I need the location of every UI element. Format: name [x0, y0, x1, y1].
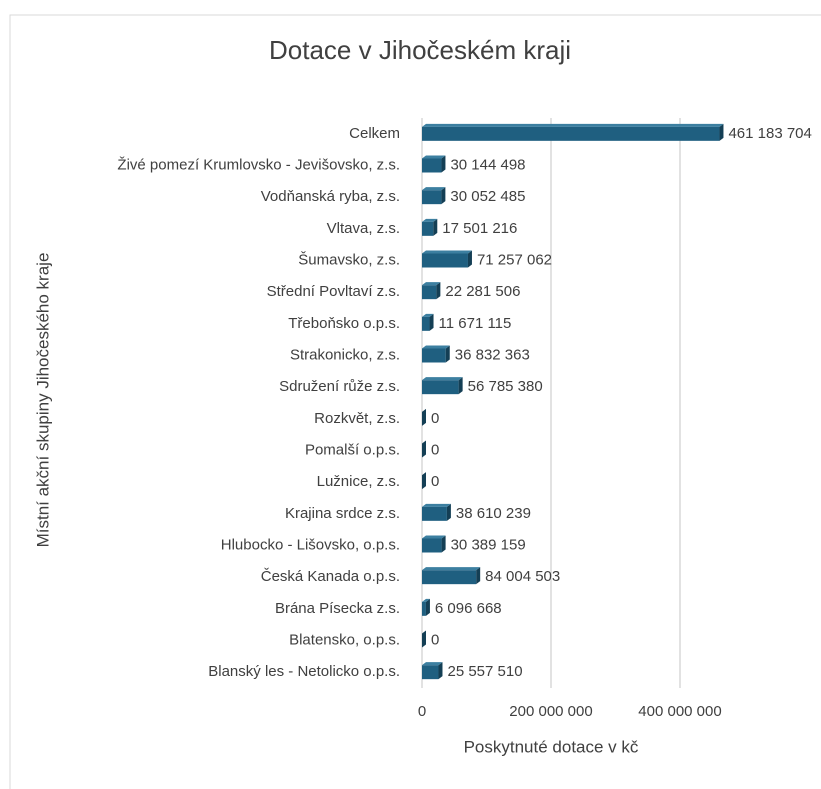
bar-side [441, 155, 446, 173]
y-tick-label: Lužnice, z.s. [317, 473, 400, 490]
y-tick-label: Vltava, z.s. [327, 220, 400, 237]
bar [422, 126, 720, 141]
bar-side [422, 472, 426, 490]
bar-top [422, 250, 472, 254]
y-axis-title: Místní akční skupiny Jihočeského kraje [33, 253, 52, 548]
bar-side [422, 440, 426, 458]
bar-side [441, 187, 446, 205]
y-tick-label: Pomalší o.p.s. [305, 441, 400, 458]
bar [422, 380, 459, 395]
bar-top [422, 282, 441, 286]
bar [422, 601, 426, 616]
y-tick-label: Brána Písecka z.s. [275, 600, 400, 617]
bar-top [422, 218, 438, 222]
y-tick-label: Hlubocko - Lišovsko, o.p.s. [221, 536, 400, 553]
bar-top [422, 598, 430, 602]
bar-top [422, 535, 446, 539]
bar-top [422, 155, 446, 159]
y-tick-label: Živé pomezí Krumlovsko - Jevišovsko, z.s… [117, 156, 400, 173]
data-label: 461 183 704 [728, 125, 811, 142]
bar [422, 221, 434, 236]
bar [422, 570, 477, 585]
data-label: 0 [431, 441, 439, 458]
data-label: 11 671 115 [439, 315, 512, 332]
x-tick-label: 200 000 000 [509, 703, 592, 720]
bar [422, 665, 439, 680]
bar-top [422, 187, 446, 191]
bar [422, 506, 447, 521]
data-label: 17 501 216 [442, 220, 517, 237]
data-label: 30 144 498 [450, 156, 525, 173]
data-label: 84 004 503 [485, 568, 560, 585]
bar [422, 538, 442, 553]
data-label: 0 [431, 410, 439, 427]
y-tick-label: Střední Povltaví z.s. [267, 283, 400, 300]
data-label: 0 [431, 473, 439, 490]
bar [422, 348, 446, 363]
data-label: 56 785 380 [468, 378, 543, 395]
data-label: 30 389 159 [451, 536, 526, 553]
bar [422, 158, 442, 173]
y-tick-label: Šumavsko, z.s. [298, 251, 400, 268]
x-axis-title: Poskytnuté dotace v kč [464, 737, 639, 756]
bar-side [438, 662, 443, 680]
chart-title: Dotace v Jihočeském kraji [269, 35, 571, 65]
bar-side [422, 408, 426, 426]
bar-top [422, 377, 463, 381]
bar-top [422, 567, 481, 571]
y-tick-label: Blanský les - Netolicko o.p.s. [208, 663, 400, 680]
y-tick-label: Rozkvět, z.s. [314, 410, 400, 427]
bar-side [467, 250, 472, 268]
data-label: 6 096 668 [435, 600, 502, 617]
data-label: 0 [431, 631, 439, 648]
data-label: 38 610 239 [456, 505, 531, 522]
bar-side [436, 282, 441, 300]
y-tick-label: Celkem [349, 125, 400, 142]
data-label: 22 281 506 [445, 283, 520, 300]
data-label: 25 557 510 [447, 663, 522, 680]
bar-top [422, 662, 443, 666]
bar-side [458, 377, 463, 395]
y-tick-label: Česká Kanada o.p.s. [261, 568, 400, 585]
bar [422, 316, 430, 331]
bar-top [422, 503, 451, 507]
y-tick-label: Třeboňsko o.p.s. [288, 315, 400, 332]
chart-frame [9, 14, 821, 789]
bar-top [422, 313, 434, 317]
y-tick-label: Krajina srdce z.s. [285, 505, 400, 522]
bar-side [445, 345, 450, 363]
y-tick-label: Vodňanská ryba, z.s. [261, 188, 400, 205]
bar-side [476, 567, 481, 585]
bar-side [719, 123, 724, 141]
data-label: 30 052 485 [450, 188, 525, 205]
bar [422, 285, 437, 300]
bar-side [425, 598, 430, 616]
y-tick-label: Strakonicko, z.s. [290, 346, 400, 363]
bar-side [429, 313, 434, 331]
bar-side [433, 218, 438, 236]
bar-side [422, 630, 426, 648]
data-label: 36 832 363 [455, 346, 530, 363]
bar-top [422, 345, 450, 349]
x-tick-label: 0 [418, 703, 426, 720]
x-tick-label: 400 000 000 [638, 703, 721, 720]
bar-side [446, 503, 451, 521]
y-tick-label: Blatensko, o.p.s. [289, 631, 400, 648]
y-tick-label: Sdružení růže z.s. [279, 378, 400, 395]
bar [422, 253, 468, 268]
bar-side [441, 535, 446, 553]
bar-top [422, 123, 724, 127]
data-label: 71 257 062 [477, 251, 552, 268]
bar [422, 190, 442, 205]
